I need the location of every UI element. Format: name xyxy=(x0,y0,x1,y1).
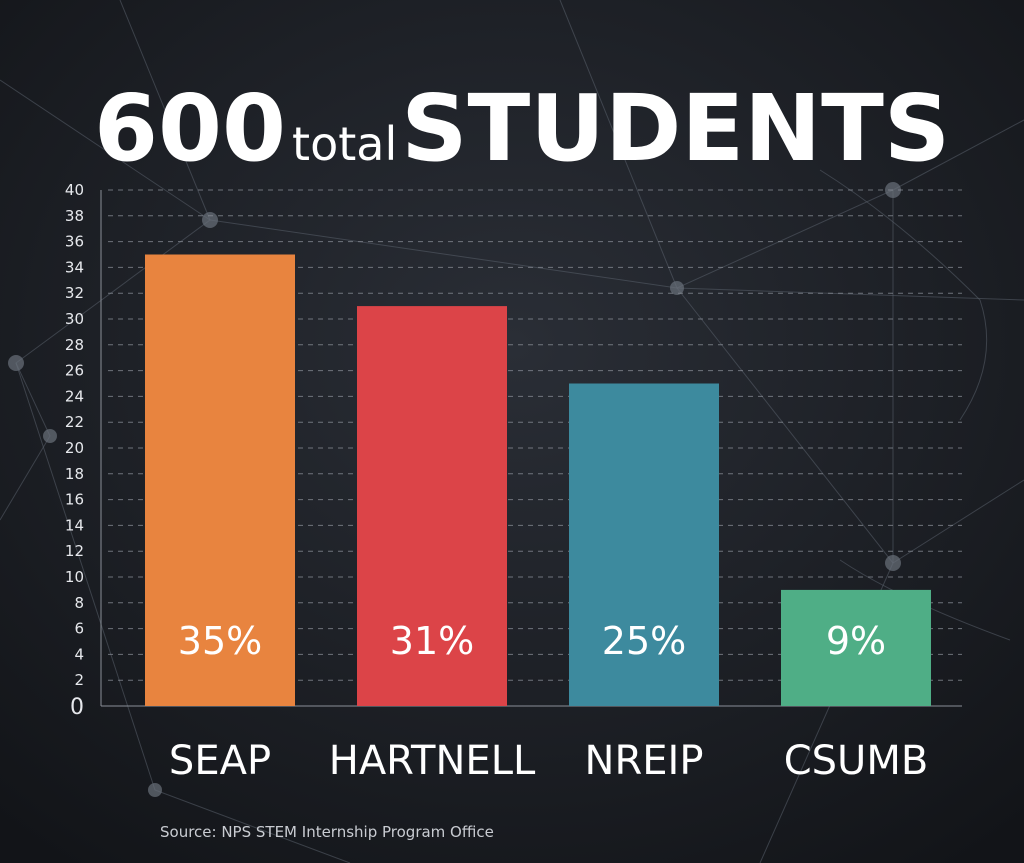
y-tick-label: 38 xyxy=(65,207,84,225)
y-tick-label: 32 xyxy=(65,284,84,302)
x-tick-label: HARTNELL xyxy=(329,738,536,784)
y-tick-label: 40 xyxy=(65,181,84,199)
x-tick-label: CSUMB xyxy=(784,738,929,784)
value-label: 31% xyxy=(390,619,474,663)
y-tick-label: 4 xyxy=(74,645,84,663)
bar xyxy=(145,254,295,706)
value-label: 25% xyxy=(602,619,686,663)
y-tick-label: 20 xyxy=(65,439,84,457)
bar xyxy=(569,383,719,706)
y-tick-label: 2 xyxy=(74,671,84,689)
bar xyxy=(357,306,507,706)
y-tick-label: 14 xyxy=(65,516,84,534)
bar xyxy=(781,589,931,706)
y-tick-label: 36 xyxy=(65,233,84,251)
y-tick-label: 6 xyxy=(74,620,84,638)
y-tick-label: 26 xyxy=(65,362,84,380)
y-tick-label: 28 xyxy=(65,336,84,354)
y-tick-label: 30 xyxy=(65,310,84,328)
y-tick-label: 10 xyxy=(65,568,84,586)
title-large: STUDENTS xyxy=(401,75,950,182)
y-tick-label: 8 xyxy=(74,594,84,612)
source-note: Source: NPS STEM Internship Program Offi… xyxy=(160,823,494,841)
y-tick-label: 16 xyxy=(65,491,84,509)
y-tick-label: 34 xyxy=(65,258,84,276)
y-tick-label: 18 xyxy=(65,465,84,483)
title-number: 600 xyxy=(94,75,286,182)
x-tick-label: NREIP xyxy=(585,738,704,784)
title-small: total xyxy=(292,117,397,171)
y-tick-label: 24 xyxy=(65,387,84,405)
x-tick-label: SEAP xyxy=(169,738,271,784)
y-tick-label: 0 xyxy=(70,695,84,720)
value-label: 35% xyxy=(178,619,262,663)
y-tick-label: 22 xyxy=(65,413,84,431)
value-label: 9% xyxy=(826,619,886,663)
chart-title: 600 totalSTUDENTS xyxy=(94,75,950,182)
y-tick-label: 12 xyxy=(65,542,84,560)
